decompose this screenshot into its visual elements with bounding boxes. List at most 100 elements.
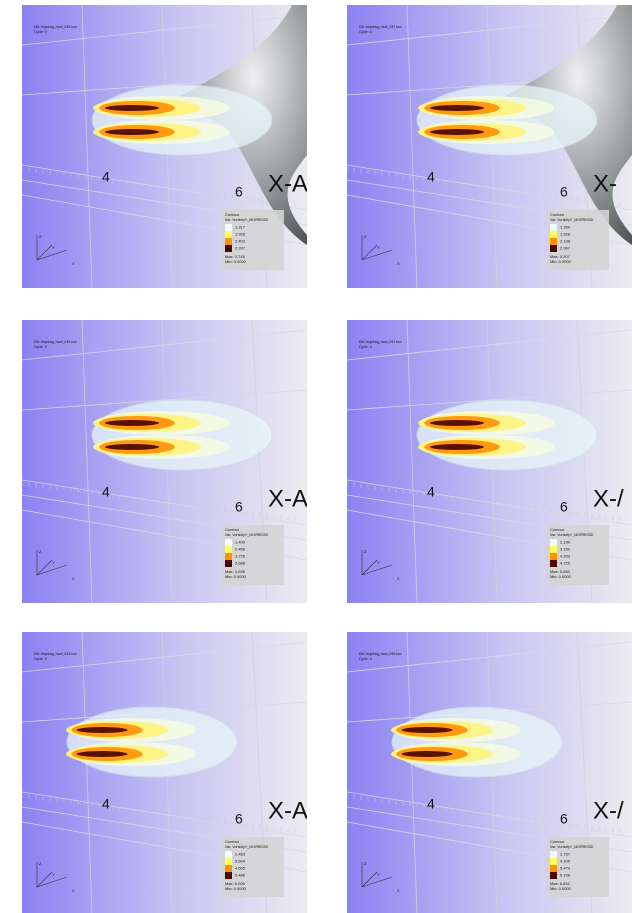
axis-label: 4 <box>102 484 110 500</box>
legend-swatch <box>225 560 232 567</box>
db-label: DB: tmpdrag_mod_043.bov <box>34 652 77 656</box>
axis-label: 4 <box>102 169 110 185</box>
db-label: DB: tmpdrag_mod_035.bov <box>34 25 77 29</box>
legend-level: 1.280 <box>560 225 571 230</box>
db-label: DB: tmpdrag_mod_039.bov <box>34 340 77 344</box>
legend-level: 2.190 <box>560 540 571 545</box>
axis-label: X-A <box>268 797 308 824</box>
triad-axis <box>361 559 378 576</box>
triad-label: Y <box>52 872 55 877</box>
cycle-label: Cycle: 0 <box>359 30 372 34</box>
triad-label: Z <box>364 549 367 554</box>
triad-axis <box>36 249 68 261</box>
triad-label: X <box>72 261 75 266</box>
db-label: DB: tmpdrag_mod_041.bov <box>359 340 402 344</box>
triad-label: Z <box>364 234 367 239</box>
legend-level: 3.276 <box>235 554 246 559</box>
triad-label: Y <box>377 245 380 250</box>
grid-line <box>22 14 307 46</box>
triad-label: Z <box>364 861 367 866</box>
contour-3 <box>76 751 128 757</box>
legend-swatch <box>550 851 557 858</box>
legend-swatch <box>225 553 232 560</box>
outer-shell <box>416 84 598 156</box>
axis-label: 6 <box>560 499 568 515</box>
legend-var: Var: VorticityY_MORRIS3D <box>550 533 594 537</box>
db-label: DB: tmpdrag_mod_045.bov <box>359 652 402 656</box>
grid-line <box>406 320 418 603</box>
legend-level: 2.207 <box>235 246 246 251</box>
axis-label: 4 <box>427 484 435 500</box>
legend-box <box>547 525 609 585</box>
triad-axis <box>36 564 68 576</box>
legend-swatch <box>550 872 557 879</box>
legend-swatch <box>225 238 232 245</box>
legend-min: Min: 0.0000 <box>225 886 247 891</box>
legend-swatch <box>225 546 232 553</box>
legend-title: Contour <box>225 212 240 217</box>
axis-label: 6 <box>235 811 243 827</box>
grid-line <box>347 791 632 838</box>
triad-label: Z <box>39 234 42 239</box>
legend-min: Min: 0.0000 <box>225 574 247 579</box>
legend-swatch <box>550 539 557 546</box>
legend-min: Min: 0.0000 <box>550 259 572 264</box>
contour-3 <box>105 444 159 450</box>
contour-3 <box>430 105 484 111</box>
legend-box <box>222 525 284 585</box>
grid-line <box>347 479 632 526</box>
axis-label: 4 <box>427 169 435 185</box>
triad-label: Y <box>52 245 55 250</box>
legend-max: Max: 5.260 <box>550 569 571 574</box>
legend-level: 2.967 <box>560 246 571 251</box>
axis-label: X-/ <box>593 485 624 512</box>
grid-line <box>81 320 93 603</box>
legend-title: Contour <box>550 212 565 217</box>
triad-axis <box>36 876 68 888</box>
legend-swatch <box>550 245 557 252</box>
triad-label: Y <box>52 560 55 565</box>
cycle-label: Cycle: 0 <box>359 345 372 349</box>
contour-3 <box>105 420 159 426</box>
triad-axis <box>361 871 378 888</box>
outer-shell <box>91 84 273 156</box>
legend-swatch <box>225 865 232 872</box>
outer-shell <box>391 706 563 778</box>
triad-axis <box>36 559 53 576</box>
axis-label: 6 <box>235 184 243 200</box>
contour-3 <box>105 105 159 111</box>
legend-box <box>547 837 609 897</box>
legend-var: Var: VorticityY_MORRIS3D <box>550 218 594 222</box>
legend-title: Contour <box>225 527 240 532</box>
axis-label: X-/ <box>593 797 624 824</box>
legend-level: 3.694 <box>235 859 246 864</box>
axis-label: 6 <box>560 184 568 200</box>
axis-label: 4 <box>427 796 435 812</box>
grid-line <box>22 329 307 361</box>
grid-line <box>22 479 307 526</box>
legend-swatch <box>225 539 232 546</box>
axis-label: 4 <box>102 796 110 812</box>
legend-level: 2.403 <box>235 239 246 244</box>
grid-line <box>22 164 307 211</box>
legend-swatch <box>550 858 557 865</box>
grid-line <box>81 632 93 913</box>
legend-max: Max: 6.006 <box>225 881 246 886</box>
legend-level: 2.737 <box>560 852 571 857</box>
legend-level: 1.926 <box>235 232 246 237</box>
legend-max: Max: 3.207 <box>550 254 571 259</box>
contour-3 <box>430 129 484 135</box>
legend-level: 1.409 <box>235 540 246 545</box>
legend-swatch <box>550 553 557 560</box>
legend-level: 4.725 <box>560 561 571 566</box>
triad-axis <box>36 244 53 261</box>
grid-line <box>347 164 632 211</box>
legend-box <box>547 210 609 270</box>
legend-var: Var: VorticityY_MORRIS3D <box>225 533 269 537</box>
